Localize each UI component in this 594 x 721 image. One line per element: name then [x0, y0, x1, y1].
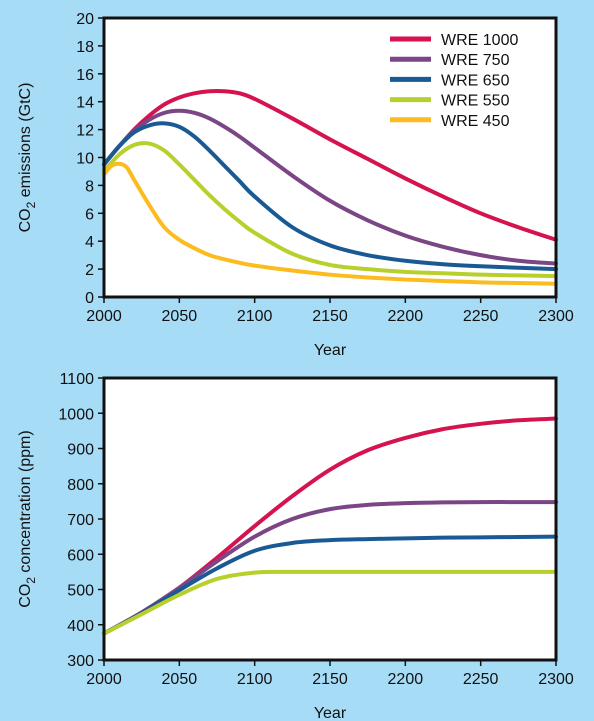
x-tick-label: 2250 [463, 308, 499, 325]
y-tick-label: 300 [67, 653, 94, 670]
y-tick-label: 700 [67, 512, 94, 529]
x-tick-label: 2050 [162, 671, 198, 688]
series-line-wre-650 [102, 121, 558, 272]
y-tick-label: 900 [67, 442, 94, 459]
plot-area [104, 378, 556, 660]
emissions-chart: 0 2 4 6 8 10 12 14 16 18 20 2000 2050 2100 2150 2200 225… [17, 11, 574, 359]
y-axis-label: CO2 emissions (GtC) [17, 83, 38, 233]
legend-label: WRE 650 [441, 72, 510, 89]
y-tick-label: 0 [85, 290, 94, 307]
y-tick-label: 500 [67, 583, 94, 600]
y-tick-label: 1000 [58, 406, 94, 423]
series-line-series-4 [102, 569, 558, 636]
y-tick-label: 16 [76, 67, 94, 84]
x-tick-label: 2300 [538, 671, 574, 688]
y-axis-label: CO2 concentration (ppm) [17, 430, 38, 607]
x-tick-label: 2000 [86, 308, 122, 325]
x-tick-label: 2150 [312, 308, 348, 325]
legend-label: WRE 1000 [441, 32, 518, 49]
y-tick-label: 14 [76, 95, 94, 112]
y-tick-label: 4 [85, 234, 94, 251]
x-tick-label: 2100 [237, 671, 273, 688]
series-line-wre-750 [102, 108, 558, 266]
series-line-wre-450 [102, 161, 558, 286]
y-tick-label: 1100 [60, 371, 95, 388]
series-line-wre-550 [102, 141, 558, 279]
x-tick-label: 2300 [538, 308, 574, 325]
x-tick-label: 2000 [86, 671, 122, 688]
y-tick-label: 800 [67, 477, 94, 494]
series-line-series-3 [102, 534, 558, 636]
y-tick-label: 18 [76, 39, 94, 56]
legend-label: WRE 750 [441, 52, 510, 69]
legend-label: WRE 550 [441, 93, 510, 110]
y-tick-label: 10 [76, 151, 94, 168]
y-tick-label: 400 [67, 618, 94, 635]
y-tick-label: 2 [85, 262, 94, 279]
x-tick-label: 2050 [162, 308, 198, 325]
x-axis-label: Year [314, 705, 347, 721]
x-tick-label: 2200 [388, 671, 424, 688]
y-tick-label: 6 [85, 206, 94, 223]
x-tick-label: 2150 [312, 671, 348, 688]
series-line-wre-1000 [102, 88, 558, 242]
plot-area [104, 18, 556, 297]
x-axis-label: Year [314, 342, 347, 359]
x-tick-label: 2200 [388, 308, 424, 325]
y-tick-label: 20 [76, 11, 94, 28]
y-tick-label: 600 [67, 547, 94, 564]
y-tick-label: 12 [76, 123, 94, 140]
x-tick-label: 2100 [237, 308, 273, 325]
series-line-series-2 [102, 500, 558, 636]
x-tick-label: 2250 [463, 671, 499, 688]
y-tick-label: 8 [85, 178, 94, 195]
legend-label: WRE 450 [441, 113, 510, 130]
